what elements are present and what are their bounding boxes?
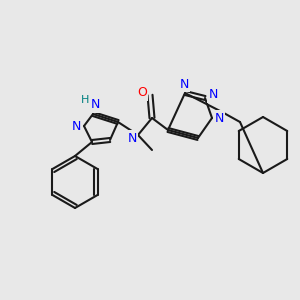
Text: N: N [71,119,81,133]
Text: O: O [137,86,147,100]
Text: N: N [179,77,189,91]
Text: N: N [214,112,224,124]
Text: N: N [127,131,137,145]
Text: N: N [90,98,100,112]
Text: N: N [208,88,218,101]
Text: H: H [81,95,89,105]
